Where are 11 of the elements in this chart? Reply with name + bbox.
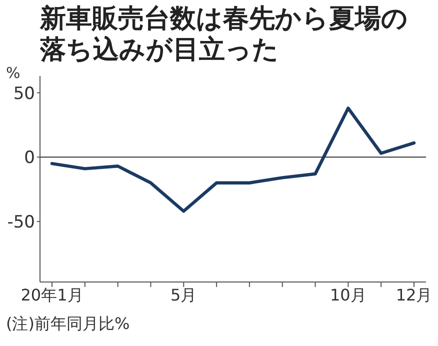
y-tick-label: -50 (7, 212, 35, 233)
y-tick-label: 0 (24, 148, 35, 168)
y-tick-label: 50 (13, 84, 35, 104)
x-tick-label: 10月 (330, 285, 366, 304)
x-tick-label: 20年1月 (20, 285, 84, 304)
line-series (50, 106, 416, 213)
text: (注)前年同月比% (6, 314, 130, 335)
y-axis-title: % (6, 64, 20, 82)
x-tick-label: 12月 (396, 285, 432, 304)
x-tick-label: 5月 (170, 285, 197, 304)
chart-title: 新車販売台数は春先から夏場の落ち込みが目立った (40, 4, 409, 66)
